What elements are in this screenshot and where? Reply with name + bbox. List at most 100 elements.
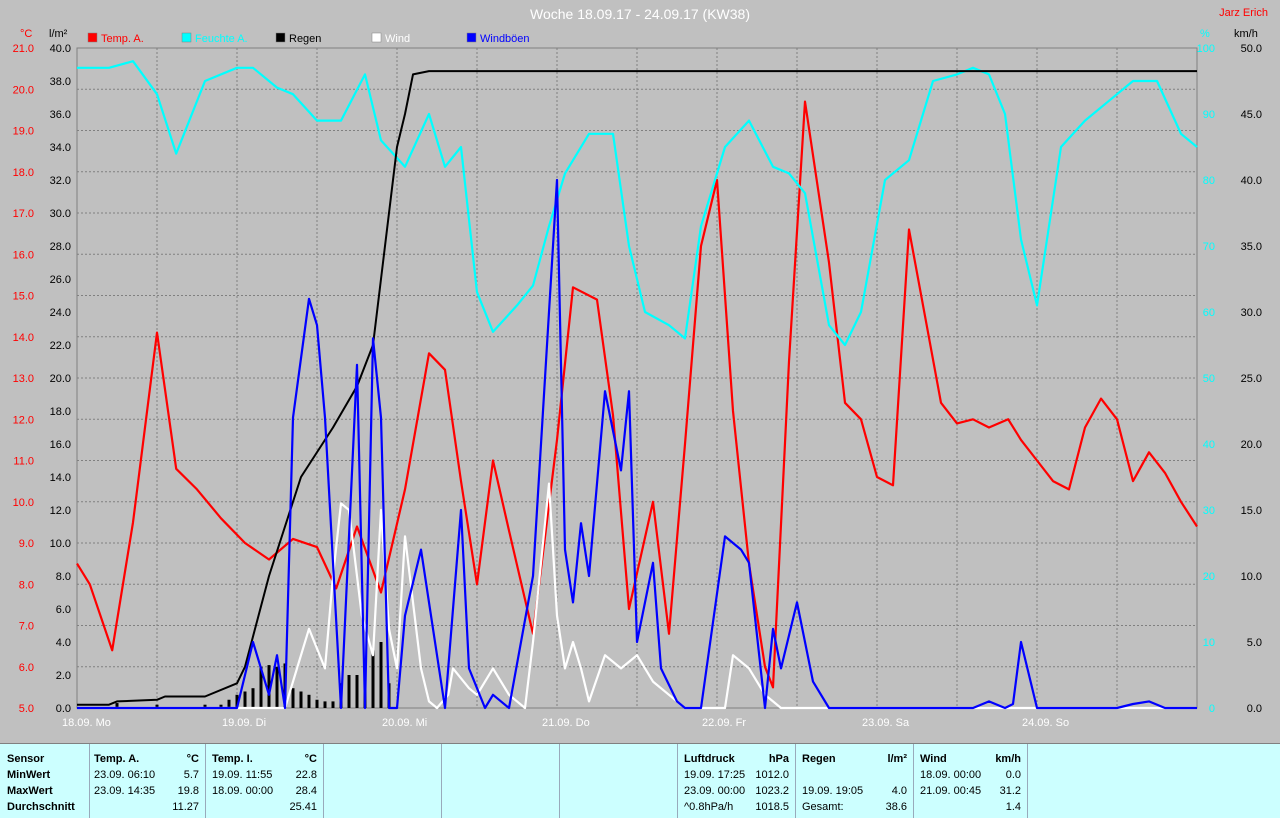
temp-a-avg-value: 11.27 bbox=[172, 801, 199, 813]
chart-svg: 21.0 20.0 19.0 18.0 17.0 16.0 15.0 14.0 13.0 12.0… bbox=[12, 6, 1268, 729]
empty-column-2 bbox=[442, 744, 560, 818]
wind-tick-label: 0.0 bbox=[1247, 703, 1262, 715]
rain-tick-label: 2.0 bbox=[56, 670, 71, 682]
sensor-header: Sensor bbox=[7, 753, 45, 765]
rain-bar bbox=[347, 675, 351, 708]
temp-tick-label: 20.0 bbox=[13, 84, 34, 96]
temp-a-column: Temp. A. °C 23.09. 06:10 5.7 23.09. 14:3… bbox=[90, 744, 206, 818]
temp-tick-label: 21.0 bbox=[13, 43, 34, 55]
rain-tick-label: 38.0 bbox=[50, 76, 71, 88]
legend-label: Regen bbox=[289, 33, 321, 45]
rain-bar bbox=[323, 701, 327, 708]
humidity-tick-label: 50 bbox=[1203, 373, 1215, 385]
legend-label: Wind bbox=[385, 33, 410, 45]
series-line-wind bbox=[77, 482, 1197, 710]
author-label: Jarz Erich bbox=[1219, 7, 1268, 19]
wind-unit: km/h bbox=[995, 753, 1021, 765]
rain-tick-label: 22.0 bbox=[50, 340, 71, 352]
rain-title: Regen bbox=[802, 753, 836, 765]
wind-min-value: 0.0 bbox=[1005, 769, 1021, 781]
temp-a-min-time: 23.09. 06:10 bbox=[94, 769, 156, 781]
rain-bar bbox=[331, 701, 335, 708]
temp-tick-label: 12.0 bbox=[13, 414, 34, 426]
rain-bar bbox=[235, 694, 239, 708]
rain-bar bbox=[251, 688, 255, 708]
humidity-tick-label: 30 bbox=[1203, 505, 1215, 517]
chart-title: Woche 18.09.17 - 24.09.17 (KW38) bbox=[530, 6, 750, 22]
rain-tick-label: 24.0 bbox=[50, 307, 71, 319]
wind-tick-label: 15.0 bbox=[1241, 505, 1262, 517]
humidity-tick-label: 0 bbox=[1209, 703, 1215, 715]
rain-bar bbox=[155, 704, 159, 708]
rain-tick-label: 36.0 bbox=[50, 109, 71, 121]
day-label: 20.09. Mi bbox=[382, 717, 427, 729]
temp-i-max-value: 28.4 bbox=[295, 785, 317, 797]
rain-tick-label: 12.0 bbox=[50, 505, 71, 517]
day-label: 22.09. Fr bbox=[702, 717, 746, 729]
wind-column: Wind km/h 18.09. 00:00 0.0 21.09. 00:45 … bbox=[914, 744, 1028, 818]
humidity-tick-label: 100 bbox=[1197, 43, 1215, 55]
wind-max-value: 31.2 bbox=[999, 785, 1021, 797]
day-label: 19.09. Di bbox=[222, 717, 266, 729]
series-line-temp-a- bbox=[76, 100, 1198, 689]
humidity-tick-label: 60 bbox=[1203, 307, 1215, 319]
temp-tick-label: 18.0 bbox=[13, 167, 34, 179]
pressure-max-value: 1023.2 bbox=[755, 785, 789, 797]
rain-unit: l/m² bbox=[887, 753, 907, 765]
legend-label: Temp. A. bbox=[101, 33, 144, 45]
rain-bar bbox=[307, 694, 311, 708]
series-line-feuchte-a- bbox=[77, 60, 1198, 347]
wind-tick-label: 35.0 bbox=[1241, 241, 1262, 253]
legend-label: Feuchte A. bbox=[195, 33, 248, 45]
rain-tick-label: 20.0 bbox=[50, 373, 71, 385]
day-label: 23.09. Sa bbox=[862, 717, 910, 729]
rain-max-time: 19.09. 19:05 bbox=[802, 785, 864, 797]
wind-tick-label: 5.0 bbox=[1247, 637, 1262, 649]
wind-tick-label: 50.0 bbox=[1241, 43, 1262, 55]
rain-tick-label: 4.0 bbox=[56, 637, 71, 649]
pressure-max-time: 23.09. 00:00 bbox=[684, 785, 746, 797]
pressure-title: Luftdruck bbox=[684, 753, 735, 765]
wind-tick-label: 30.0 bbox=[1241, 307, 1262, 319]
legend-label: Windböen bbox=[480, 33, 530, 45]
temp-tick-label: 17.0 bbox=[13, 208, 34, 220]
rain-tick-label: 8.0 bbox=[56, 571, 71, 583]
rain-bar bbox=[219, 704, 223, 708]
wind-max-time: 21.09. 00:45 bbox=[920, 785, 982, 797]
temp-a-max-time: 23.09. 14:35 bbox=[94, 785, 156, 797]
humidity-tick-label: 80 bbox=[1203, 175, 1215, 187]
humidity-tick-label: 90 bbox=[1203, 109, 1215, 121]
rain-tick-label: 14.0 bbox=[50, 472, 71, 484]
temp-a-title: Temp. A. bbox=[94, 753, 140, 765]
pressure-trend-label: ^0.8hPa/h bbox=[684, 801, 734, 813]
empty-column-1 bbox=[324, 744, 442, 818]
wind-title: Wind bbox=[920, 753, 947, 765]
rain-bar bbox=[371, 650, 375, 708]
temp-i-column: Temp. I. °C 19.09. 11:55 22.8 18.09. 00:… bbox=[206, 744, 324, 818]
temp-i-min-time: 19.09. 11:55 bbox=[212, 769, 273, 781]
temp-i-max-time: 18.09. 00:00 bbox=[212, 785, 274, 797]
wind-tick-label: 25.0 bbox=[1241, 373, 1262, 385]
temp-tick-label: 13.0 bbox=[13, 373, 34, 385]
pressure-min-value: 1012.0 bbox=[755, 769, 789, 781]
temp-i-title: Temp. I. bbox=[212, 753, 253, 765]
rain-tick-label: 34.0 bbox=[50, 142, 71, 154]
rain-bar bbox=[227, 699, 231, 708]
legend-swatch bbox=[275, 32, 286, 43]
humidity-tick-label: 40 bbox=[1203, 439, 1215, 451]
temp-tick-label: 19.0 bbox=[13, 126, 34, 138]
rain-bar bbox=[267, 665, 271, 708]
wind-tick-label: 20.0 bbox=[1241, 439, 1262, 451]
legend-swatch bbox=[371, 32, 382, 43]
rain-bar bbox=[259, 666, 263, 708]
rain-tick-label: 30.0 bbox=[50, 208, 71, 220]
temp-i-unit: °C bbox=[304, 753, 317, 765]
temp-i-avg-value: 25.41 bbox=[289, 801, 317, 813]
wind-min-time: 18.09. 00:00 bbox=[920, 769, 982, 781]
temp-unit-label: °C bbox=[20, 28, 32, 40]
temp-tick-label: 10.0 bbox=[13, 497, 34, 509]
temp-tick-label: 6.0 bbox=[19, 662, 34, 674]
rain-tick-label: 28.0 bbox=[50, 241, 71, 253]
rain-bar bbox=[275, 666, 279, 708]
day-label: 18.09. Mo bbox=[62, 717, 111, 729]
